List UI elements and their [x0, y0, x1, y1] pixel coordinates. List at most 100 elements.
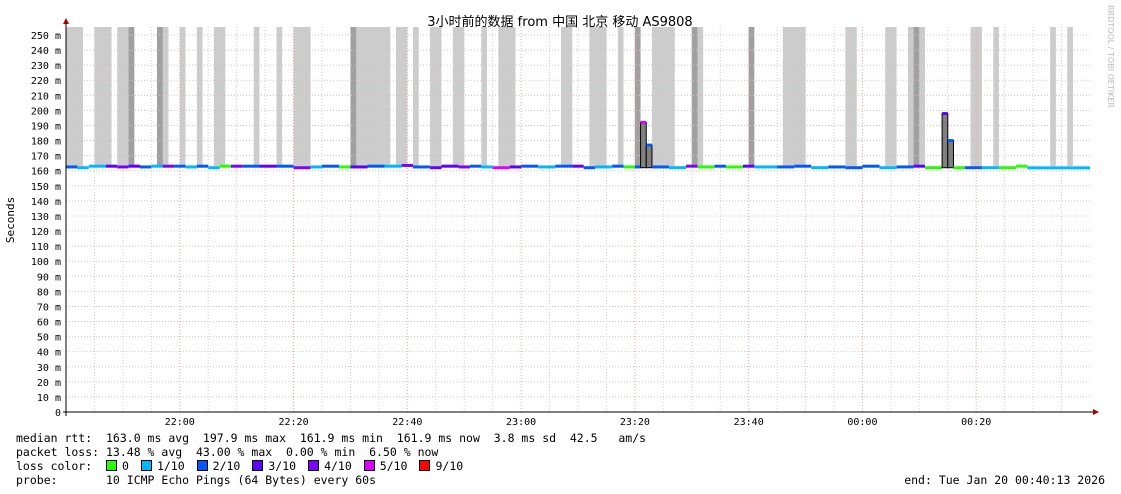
median-rtt-segment: [219, 164, 231, 168]
median-rtt-segment: [384, 164, 402, 168]
x-tick-label: 22:20: [279, 417, 309, 428]
smoke-band: [128, 27, 135, 167]
y-tick-label: 80 m: [37, 287, 61, 298]
loss-legend-item: 4/10: [308, 459, 352, 473]
smoke-band: [253, 27, 260, 167]
y-tick-label: 220 m: [31, 76, 61, 87]
median-rtt-segment: [105, 164, 118, 168]
median-rtt-segment: [185, 165, 197, 169]
y-tick-label: 140 m: [31, 197, 61, 208]
y-tick-label: 0: [55, 408, 61, 419]
smoke-band: [350, 27, 357, 167]
loss-legend-item: 0: [106, 459, 129, 473]
median-rtt-segment: [572, 164, 584, 168]
median-rtt-segment: [230, 164, 243, 168]
loss-legend-label: 4/10: [324, 459, 352, 473]
loss-color-legend: loss color: 0 1/10 2/10 3/10 4/10 5/10 9/10: [16, 459, 475, 473]
median-rtt-segment: [208, 166, 220, 170]
y-tick-label: 210 m: [31, 91, 61, 102]
median-rtt-segment: [430, 166, 442, 170]
smoke-band: [452, 27, 465, 167]
loss-legend-label: 0: [122, 459, 129, 473]
median-rtt-segment: [942, 112, 948, 116]
median-rtt-segment: [646, 143, 652, 147]
median-rtt-segment: [925, 166, 943, 170]
smoke-band: [196, 27, 203, 167]
smoke-band: [993, 27, 999, 167]
median-rtt-segment: [998, 166, 1017, 170]
y-tick-label: 40 m: [37, 348, 61, 359]
end-time: end: Tue Jan 20 00:40:13 2026: [904, 473, 1105, 487]
median-rtt-segment: [458, 165, 470, 169]
y-tick-label: 150 m: [31, 182, 61, 193]
y-tick-label: 240 m: [31, 46, 61, 57]
median-rtt-segment: [117, 165, 129, 169]
median-rtt-segment: [492, 166, 510, 170]
x-tick-label: 00:20: [961, 417, 991, 428]
median-rtt-segment: [259, 164, 277, 168]
median-rtt-segment: [469, 164, 482, 168]
smoke-band: [1050, 27, 1056, 167]
y-tick-label: 250 m: [31, 31, 61, 42]
median-rtt-segment: [555, 164, 573, 168]
median-rtt-segment: [669, 166, 687, 170]
smoke-band: [350, 27, 391, 167]
y-tick-label: 200 m: [31, 106, 61, 117]
median-rtt-segment: [66, 165, 78, 169]
smoke-band: [481, 27, 487, 167]
y-tick-label: 180 m: [31, 137, 61, 148]
median-rtt-segment: [583, 166, 596, 170]
x-tick-label: 23:20: [620, 417, 650, 428]
smoke-band: [634, 27, 641, 167]
median-rtt-segment: [174, 164, 186, 168]
x-axis-arrow: [1093, 409, 1099, 415]
y-tick-label: 10 m: [37, 393, 61, 404]
smoke-band: [1067, 27, 1073, 167]
median-rtt-segment: [77, 166, 89, 170]
y-tick-label: 160 m: [31, 167, 61, 178]
smoke-band: [157, 27, 163, 167]
y-tick-label: 230 m: [31, 61, 61, 72]
median-rtt-segment: [401, 163, 414, 167]
loss-legend-label: 5/10: [379, 459, 408, 473]
loss-color-swatch: [140, 460, 152, 471]
y-tick-label: 120 m: [31, 227, 61, 238]
median-rtt-segment: [242, 164, 260, 168]
smoke-band: [94, 27, 112, 167]
y-tick-label: 60 m: [37, 318, 61, 329]
median-rtt-segment: [276, 164, 294, 168]
median-rtt-segment: [845, 166, 863, 170]
median-rtt-segment: [742, 164, 755, 168]
x-tick-label: 22:40: [392, 417, 422, 428]
y-tick-label: 90 m: [37, 272, 61, 283]
median-rtt-segment: [162, 164, 175, 168]
median-rtt-segment: [651, 165, 670, 169]
loss-color-swatch: [308, 460, 320, 471]
loss-color-swatch: [106, 460, 118, 471]
loss-legend-label: 9/10: [435, 459, 464, 473]
rtt-spike: [947, 140, 954, 169]
median-rtt-segment: [725, 165, 743, 169]
median-rtt-segment: [139, 165, 152, 169]
smoke-band: [748, 27, 755, 167]
median-rtt-segment: [612, 164, 624, 168]
x-tick-label: 00:00: [847, 417, 877, 428]
loss-color-swatch: [419, 460, 431, 471]
median-rtt-segment: [128, 164, 140, 168]
median-rtt-segment: [339, 165, 351, 169]
y-tick-label: 50 m: [37, 333, 61, 344]
smoke-band: [560, 27, 573, 167]
loss-legend-label: 3/10: [268, 459, 297, 473]
median-rtt-segment: [413, 165, 431, 169]
chart-title: 3小时前的数据 from 中国 北京 移动 AS9808: [427, 14, 692, 30]
median-rtt-segment: [509, 165, 522, 169]
rtt-spike: [941, 113, 949, 169]
y-tick-label: 20 m: [37, 378, 61, 389]
y-axis-label: Seconds: [4, 197, 17, 243]
rrdtool-watermark: RRDTOOL / TOBI OETIKER: [1106, 5, 1115, 108]
median-rtt-segment: [521, 164, 539, 168]
y-tick-label: 170 m: [31, 152, 61, 163]
y-tick-label: 70 m: [37, 302, 61, 313]
y-axis-arrow: [63, 18, 69, 24]
smoke-band: [213, 27, 226, 167]
